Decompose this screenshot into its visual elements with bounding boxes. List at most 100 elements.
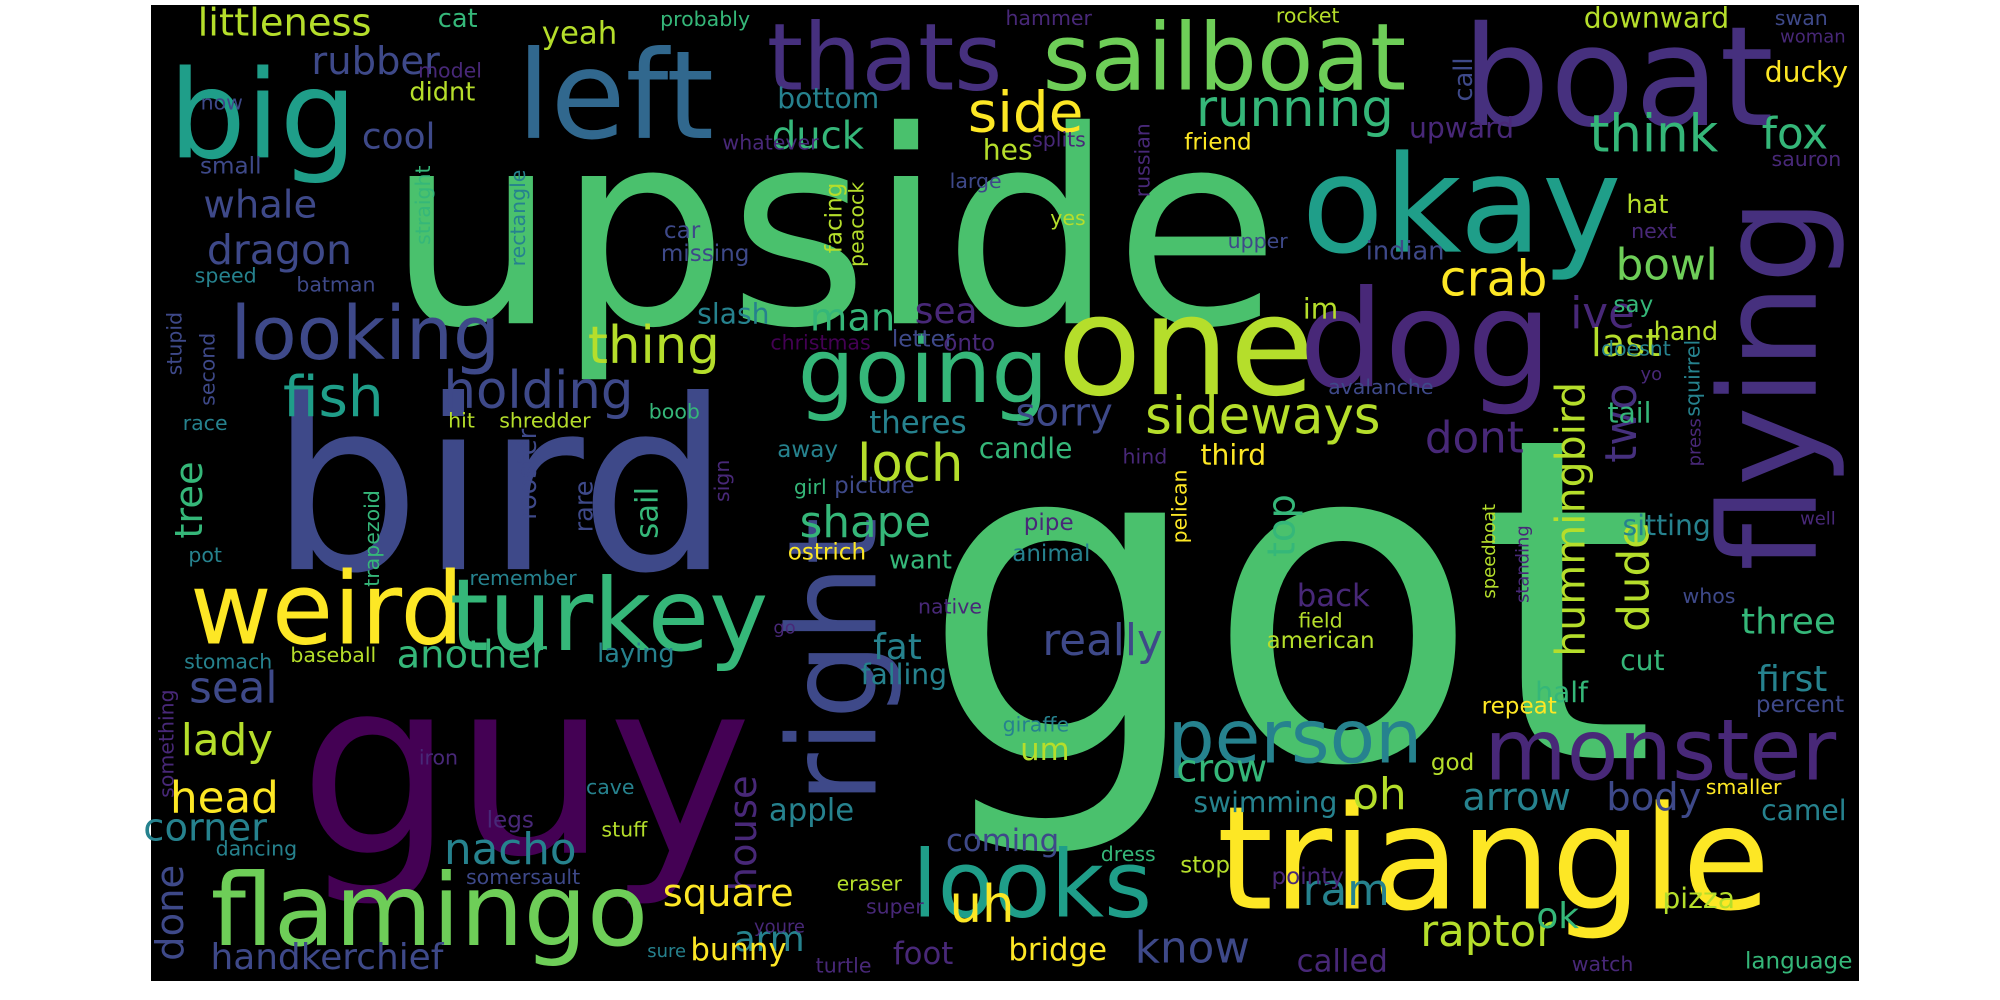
cloud-word: seal	[189, 663, 277, 713]
cloud-word: bunny	[690, 932, 786, 968]
cloud-word: ostrich	[788, 540, 866, 566]
cloud-word: handkerchief	[210, 937, 444, 978]
cloud-word: eraser	[837, 871, 903, 895]
cloud-word: percent	[1756, 692, 1844, 718]
cloud-word: whos	[1682, 584, 1735, 608]
cloud-word: right	[762, 517, 904, 803]
cloud-word: stop	[1180, 852, 1230, 878]
cloud-word: something	[155, 689, 179, 798]
cloud-word: crow	[1176, 747, 1267, 792]
cloud-word: monster	[1484, 701, 1836, 800]
cloud-word: bottom	[777, 82, 879, 115]
cloud-word: didnt	[409, 77, 475, 107]
cloud-word: doesnt	[1601, 337, 1671, 361]
cloud-word: shredder	[499, 409, 591, 433]
cloud-word: now	[201, 91, 243, 115]
cloud-word: sail	[629, 487, 665, 539]
cloud-word: flamingo	[211, 852, 649, 969]
cloud-word: girl	[794, 475, 827, 499]
cloud-word: baseball	[290, 643, 376, 667]
cloud-word: small	[200, 154, 261, 180]
cloud-word: picture	[834, 473, 915, 499]
cloud-word: nacho	[444, 825, 577, 875]
cloud-word: boat	[1462, 0, 1774, 158]
cloud-word: going	[798, 320, 1049, 424]
cloud-word: got	[921, 341, 1656, 864]
cloud-word: um	[1020, 732, 1069, 768]
cloud-word: stomach	[184, 650, 272, 674]
cloud-word: done	[148, 865, 193, 961]
cloud-word: sailboat	[1042, 4, 1406, 112]
cloud-word: bridge	[1008, 932, 1107, 968]
cloud-word: indian	[1366, 236, 1445, 266]
cloud-word: giraffe	[1003, 712, 1069, 736]
cloud-word: head	[170, 774, 279, 824]
cloud-word: call	[1449, 57, 1479, 101]
cloud-word: pointy	[1271, 864, 1343, 890]
cloud-word: shape	[800, 498, 932, 548]
cloud-word: candle	[979, 432, 1073, 465]
cloud-word: first	[1757, 659, 1827, 700]
cloud-word: sign	[710, 460, 734, 502]
cloud-word: dragon	[207, 226, 352, 274]
cloud-word: yeah	[542, 15, 617, 51]
cloud-word: missing	[661, 241, 750, 267]
cloud-word: sauron	[1772, 147, 1842, 171]
cloud-word: downward	[1584, 1, 1729, 34]
cloud-word: bird	[270, 349, 730, 625]
cloud-word: side	[968, 80, 1084, 145]
cloud-word: thats	[767, 4, 1003, 112]
cloud-word: iron	[419, 746, 458, 770]
cloud-word: sea	[915, 291, 978, 332]
cloud-word: native	[918, 594, 982, 618]
cloud-word: speed	[195, 264, 257, 288]
cloud-word: speedboat	[1479, 504, 1500, 599]
cloud-word: littleness	[198, 1, 372, 46]
cloud-word: coming	[946, 823, 1059, 859]
cloud-word: fish	[283, 365, 384, 430]
cloud-word: person	[1167, 694, 1422, 781]
cloud-word: looking	[231, 290, 501, 377]
cloud-word: im	[1303, 292, 1338, 325]
cloud-word: whale	[203, 183, 317, 228]
cloud-word: second	[196, 333, 220, 406]
cloud-word: youre	[754, 916, 805, 937]
cloud-word: think	[1589, 105, 1718, 165]
cloud-word: peacock	[844, 182, 868, 267]
cloud-word: tree	[167, 461, 212, 538]
cloud-word: square	[663, 871, 794, 916]
cloud-word: car	[664, 218, 701, 244]
cloud-word: hes	[983, 134, 1033, 167]
cloud-word: next	[1631, 219, 1676, 243]
cloud-word: man	[810, 295, 895, 340]
cloud-word: onto	[943, 331, 995, 357]
cloud-word: model	[418, 59, 482, 83]
cloud-word: know	[1135, 924, 1250, 974]
cloud-word: facing	[822, 183, 848, 254]
cloud-word: apple	[769, 792, 854, 828]
cloud-word: letter	[892, 327, 955, 353]
cloud-word: bowl	[1616, 240, 1718, 290]
cloud-word: friend	[1184, 129, 1251, 155]
cloud-word: ram	[1303, 866, 1390, 916]
cloud-word: two	[1597, 383, 1647, 462]
cloud-word: camel	[1761, 794, 1846, 827]
cloud-word: last	[1591, 321, 1660, 366]
cloud-word: say	[1613, 292, 1653, 318]
cloud-word: somersault	[466, 865, 580, 889]
cloud-word: animal	[1012, 541, 1090, 567]
cloud-word: cave	[586, 775, 635, 799]
cloud-word: yo	[1640, 364, 1662, 385]
cloud-word: ducky	[1765, 55, 1848, 88]
cloud-word: standing	[1513, 525, 1534, 603]
cloud-word: rocket	[1276, 3, 1340, 27]
cloud-word: corner	[143, 806, 267, 851]
cloud-word: raptor	[1420, 907, 1554, 957]
cloud-word: away	[777, 437, 838, 463]
cloud-word: yes	[1050, 206, 1085, 230]
cloud-word: house	[721, 775, 766, 891]
cloud-word: arrow	[1462, 775, 1571, 820]
cloud-word: dog	[1299, 261, 1552, 418]
cloud-word: duck	[772, 113, 865, 158]
